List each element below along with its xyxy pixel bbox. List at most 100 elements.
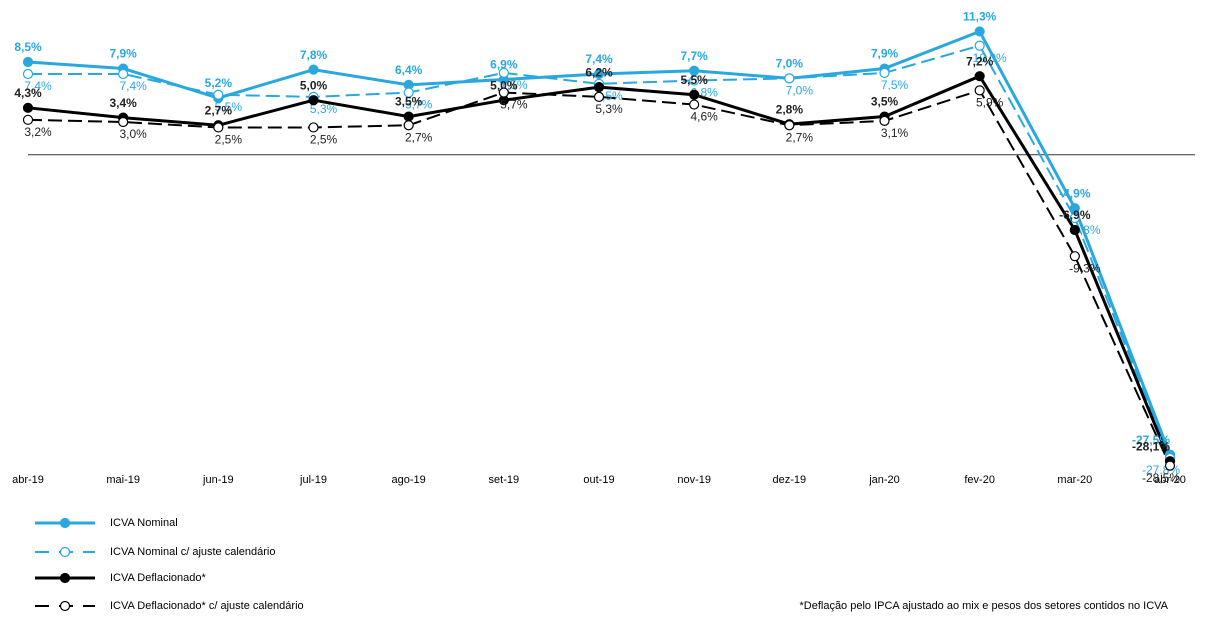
point — [498, 87, 509, 98]
point — [498, 67, 509, 79]
data-label: 2,5% — [310, 133, 338, 147]
data-label: -6,9% — [1059, 208, 1091, 222]
point — [974, 40, 985, 51]
legend-label: ICVA Nominal — [110, 517, 178, 529]
data-label: 3,5% — [395, 95, 423, 109]
x-tick-label: jul-19 — [299, 474, 327, 486]
data-label: 5,9% — [976, 96, 1004, 110]
point — [689, 75, 700, 86]
point — [308, 64, 319, 75]
data-label: 3,1% — [881, 126, 909, 140]
point — [403, 87, 414, 98]
legend-marker — [59, 517, 71, 529]
data-label: 11,3% — [963, 10, 997, 24]
point — [403, 111, 414, 122]
x-tick-label: ago-19 — [392, 474, 426, 486]
point — [308, 122, 319, 133]
data-label: 7,9% — [109, 47, 137, 61]
data-label: 6,9% — [490, 58, 518, 72]
x-tick-label: mai-19 — [106, 474, 140, 486]
data-label: -28,5% — [1142, 471, 1180, 485]
point — [689, 99, 700, 110]
data-label: 4,3% — [14, 86, 42, 100]
point — [1069, 251, 1080, 262]
point — [308, 95, 319, 106]
point — [1069, 203, 1080, 214]
data-label: 2,7% — [205, 103, 233, 117]
legend-marker — [59, 546, 71, 558]
data-label: 5,5% — [680, 73, 708, 87]
legend-marker — [59, 600, 71, 612]
x-tick-label: fev-20 — [964, 474, 995, 486]
data-label: 5,3% — [595, 102, 623, 116]
x-tick-label: set-19 — [489, 474, 520, 486]
data-label: 5,7% — [405, 98, 433, 112]
data-label: 2,7% — [405, 130, 433, 144]
point — [689, 65, 700, 76]
data-label: 7,9% — [871, 47, 899, 61]
data-label: 5,2% — [205, 76, 233, 90]
data-label: 5,0% — [300, 78, 328, 92]
data-label: 5,5% — [215, 100, 243, 114]
data-label: 7,0% — [786, 84, 814, 98]
data-label: 8,5% — [14, 40, 42, 54]
x-tick-label: jun-19 — [202, 474, 234, 486]
data-label: -4,9% — [1059, 186, 1091, 200]
point — [689, 89, 700, 100]
point — [974, 26, 985, 37]
footnote: *Deflação pelo IPCA ajustado ao mix e pe… — [799, 600, 1168, 612]
data-label: 7,4% — [585, 52, 613, 66]
legend-label: ICVA Deflacionado* c/ ajuste calendário — [110, 600, 304, 612]
legend-label: ICVA Deflacionado* — [110, 572, 207, 584]
data-label: 7,4% — [24, 79, 52, 93]
point — [974, 71, 985, 82]
data-label: 6,4% — [395, 63, 423, 77]
data-label: 7,0% — [776, 57, 804, 71]
point — [22, 56, 34, 68]
data-label: 7,2% — [966, 54, 994, 68]
legend-label: ICVA Nominal c/ ajuste calendário — [110, 546, 276, 558]
point — [879, 115, 890, 127]
point — [213, 89, 224, 100]
point — [784, 120, 795, 131]
x-tick-label: mar-20 — [1057, 474, 1092, 486]
point — [22, 102, 34, 113]
point — [593, 68, 605, 80]
point — [974, 85, 985, 96]
data-label: 7,7% — [680, 49, 708, 63]
point — [1164, 460, 1176, 471]
data-label: 2,5% — [215, 133, 243, 147]
data-label: 7,8% — [300, 48, 328, 62]
x-tick-label: dez-19 — [773, 474, 807, 486]
data-label: 7,4% — [119, 79, 147, 93]
data-label: -9,3% — [1069, 261, 1101, 275]
data-label: 6,2% — [585, 65, 613, 79]
data-label: 10,0% — [973, 51, 1007, 65]
series-line — [27, 89, 1171, 467]
point — [22, 114, 34, 125]
x-tick-label: out-19 — [583, 474, 614, 486]
point — [118, 116, 129, 128]
data-label: 7,5% — [881, 78, 909, 92]
point — [403, 120, 414, 131]
data-label: 5,0% — [490, 78, 518, 92]
x-tick-label: jan-20 — [868, 474, 900, 486]
data-label: 5,7% — [500, 98, 528, 112]
data-label: 4,6% — [690, 110, 718, 124]
point — [213, 122, 224, 133]
data-label: 3,5% — [871, 95, 899, 109]
data-label: 3,4% — [109, 96, 137, 110]
x-tick-label: abr-20 — [1154, 474, 1186, 486]
point — [593, 81, 605, 93]
data-label: 7,5% — [500, 78, 528, 92]
data-label: 2,7% — [786, 130, 814, 144]
x-tick-label: nov-19 — [677, 474, 711, 486]
data-label: 5,3% — [310, 102, 338, 116]
x-tick-label: abr-19 — [12, 474, 44, 486]
data-label: 3,2% — [24, 125, 52, 139]
point — [22, 68, 34, 80]
point — [879, 67, 890, 79]
point — [118, 68, 129, 80]
data-label: 2,8% — [776, 102, 804, 116]
